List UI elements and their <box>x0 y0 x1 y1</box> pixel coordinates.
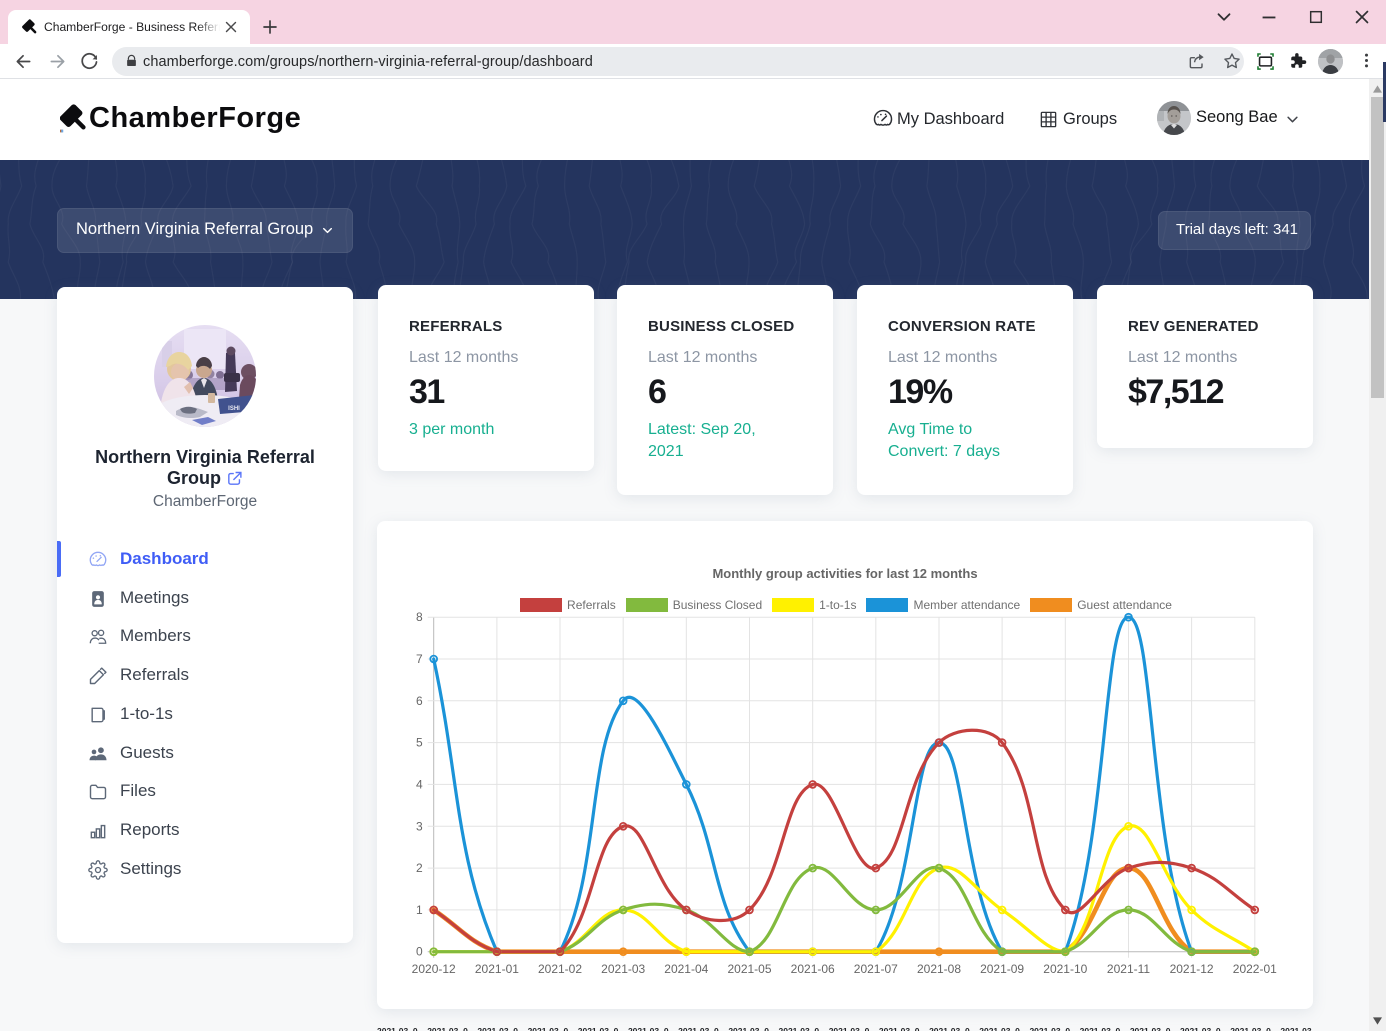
svg-text:2021-10: 2021-10 <box>1043 962 1087 976</box>
svg-text:2021-12: 2021-12 <box>1170 962 1214 976</box>
svg-text:2021-09: 2021-09 <box>980 962 1024 976</box>
svg-text:6: 6 <box>416 694 423 708</box>
svg-text:2021-06: 2021-06 <box>791 962 835 976</box>
svg-text:2021-08: 2021-08 <box>917 962 961 976</box>
svg-text:0: 0 <box>416 945 423 959</box>
svg-text:7: 7 <box>416 652 423 666</box>
svg-text:2020-12: 2020-12 <box>412 962 456 976</box>
svg-text:ISHI: ISHI <box>228 406 240 412</box>
svg-text:2021-01: 2021-01 <box>475 962 519 976</box>
svg-text:2: 2 <box>416 861 423 875</box>
svg-text:8: 8 <box>416 610 423 624</box>
svg-text:5: 5 <box>416 736 423 750</box>
svg-text:4: 4 <box>416 777 423 791</box>
svg-text:2021-03: 2021-03 <box>601 962 645 976</box>
svg-text:1: 1 <box>416 903 423 917</box>
svg-text:2021-11: 2021-11 <box>1107 962 1150 976</box>
svg-text:2022-01: 2022-01 <box>1233 962 1277 976</box>
svg-text:2021-07: 2021-07 <box>854 962 898 976</box>
svg-text:2021-05: 2021-05 <box>727 962 771 976</box>
svg-text:2021-04: 2021-04 <box>664 962 708 976</box>
svg-text:2021-02: 2021-02 <box>538 962 582 976</box>
svg-text:3: 3 <box>416 819 423 833</box>
